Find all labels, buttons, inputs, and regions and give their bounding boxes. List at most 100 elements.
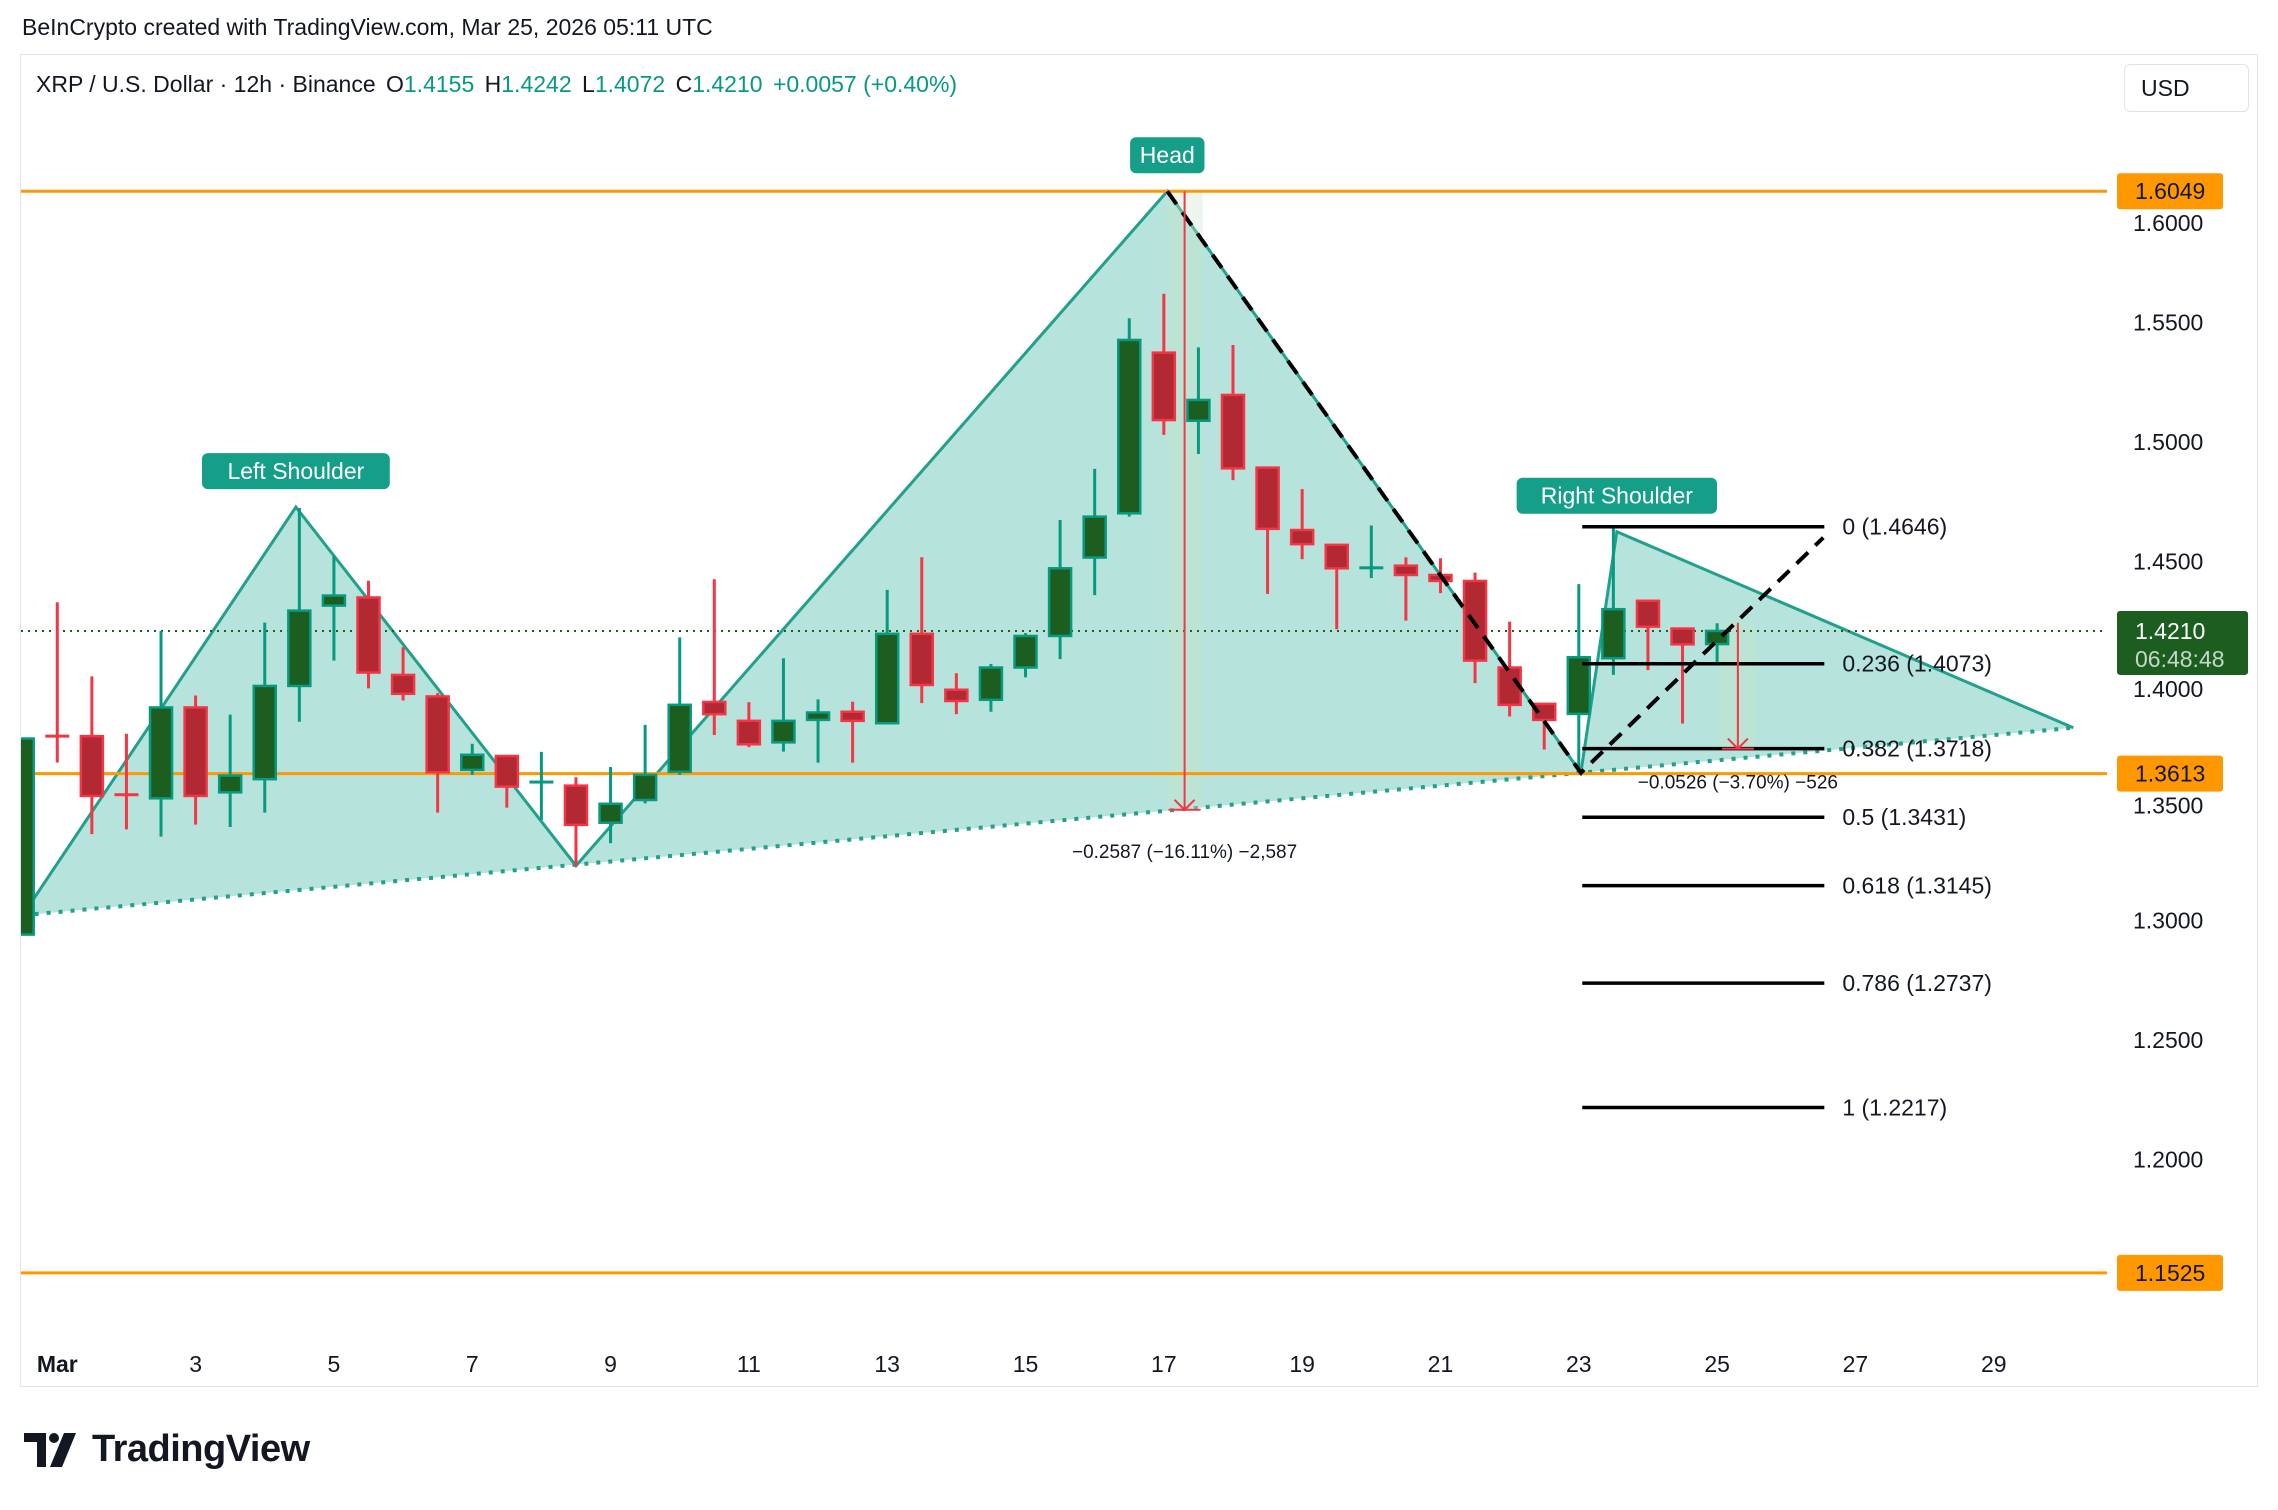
x-axis-tick: 27 [1843, 1351, 1869, 1377]
y-axis-tick: 1.6000 [2133, 210, 2203, 236]
candle-body [1601, 607, 1626, 660]
candle-body [909, 632, 935, 687]
fib-trend-line [1165, 190, 1825, 776]
price-tag-bg [2117, 755, 2223, 792]
candle [1255, 466, 1280, 594]
candle-body [1186, 398, 1211, 423]
plot-area: 0 (1.4646) 0.236 (1.4073) 0.382 (1.3718) 0.… [21, 137, 2107, 1275]
candle-body [1047, 567, 1073, 638]
candle [563, 777, 589, 866]
close-value: 1.4210 [692, 71, 763, 97]
low-value: 1.4072 [594, 71, 666, 97]
candle [1289, 489, 1315, 560]
candle [1359, 525, 1384, 579]
x-axis-tick: 11 [737, 1351, 761, 1377]
candle [944, 673, 969, 715]
chart-credit: BeInCrypto created with TradingView.com,… [22, 14, 713, 40]
candle-body [598, 802, 623, 824]
candle-body [252, 684, 278, 781]
symbol-title: XRP / U.S. Dollar · 12h · Binance [36, 71, 376, 97]
symbol-legend: XRP / U.S. Dollar · 12h · Binance O1.415… [36, 71, 961, 98]
candle-body [1220, 393, 1246, 470]
candle-body [1359, 566, 1384, 570]
candle [1013, 633, 1038, 678]
y-axis-tick: 1.4500 [2133, 549, 2203, 575]
candle [978, 663, 1004, 712]
candle [840, 701, 865, 763]
candle [736, 702, 762, 748]
pattern-label: Head [1130, 137, 1205, 174]
candle [1670, 627, 1695, 724]
candle-body [1013, 634, 1038, 669]
pattern-label-text: Head [1140, 142, 1195, 168]
candle-body [148, 706, 174, 800]
candle [632, 724, 658, 804]
measure-arrowhead-icon [1727, 737, 1749, 750]
candle-body [321, 594, 347, 607]
pattern-label-bg [201, 453, 390, 490]
price-tag-bg [2117, 173, 2223, 210]
candle [1186, 347, 1211, 455]
fib-level-label: 0.618 (1.3145) [1842, 873, 1992, 899]
candle [217, 714, 243, 828]
measure-label: −0.0526 (−3.70%) −526 [1638, 773, 1838, 794]
candle-body [1635, 599, 1661, 628]
price-tag-bg [2117, 1254, 2223, 1291]
x-axis-tick: Mar [37, 1351, 78, 1377]
fib-level-label: 1 (1.2217) [1842, 1094, 1947, 1120]
candle [148, 630, 174, 837]
candle-body [1289, 528, 1315, 546]
candle [1497, 621, 1522, 717]
x-axis-tick: 17 [1151, 1351, 1177, 1377]
candle [114, 733, 139, 830]
candle-body [217, 774, 243, 794]
candle [79, 676, 105, 835]
change-value: +0.0057 (+0.40%) [772, 71, 958, 97]
x-axis-tick: 7 [466, 1351, 479, 1377]
candle [771, 658, 796, 752]
candle-body [425, 695, 450, 774]
candle [1151, 293, 1177, 435]
open-label: O [386, 71, 404, 97]
tradingview-logo-icon [24, 1432, 76, 1467]
candle-body [736, 719, 762, 746]
tradingview-logo-text: TradingView [92, 1428, 310, 1470]
candle-body [114, 793, 139, 797]
tradingview-logo[interactable]: TradingView [24, 1428, 310, 1471]
candle-body [874, 632, 900, 725]
candle-body [1082, 515, 1107, 559]
x-axis-tick: 19 [1289, 1351, 1315, 1377]
pattern-label: Left Shoulder [201, 453, 390, 490]
candle [702, 579, 727, 735]
candle [183, 695, 208, 825]
candle-body [978, 666, 1004, 702]
candle [529, 751, 554, 820]
candle [874, 589, 900, 725]
candle [425, 693, 450, 813]
candle-body [287, 609, 312, 688]
pattern-label-text: Left Shoulder [227, 458, 364, 484]
candle-body [459, 753, 485, 772]
candle [909, 557, 935, 704]
candle-body [21, 737, 35, 936]
candle [494, 754, 520, 808]
close-label: C [675, 71, 693, 97]
low-label: L [582, 71, 595, 97]
candle [805, 699, 831, 763]
x-axis-tick: 15 [1013, 1351, 1039, 1377]
candle-body [944, 688, 969, 703]
x-axis-tick: 3 [189, 1351, 202, 1377]
bar-countdown-label: 06:48:48 [2135, 646, 2225, 672]
candle-body [356, 596, 381, 674]
candle [667, 637, 692, 775]
currency-button[interactable]: USD [2124, 64, 2249, 112]
candle [21, 737, 35, 936]
pattern-label-bg [1130, 137, 1205, 174]
candle [1531, 702, 1557, 750]
candle-body [183, 706, 208, 798]
candle [1220, 344, 1246, 481]
candle-body [1324, 543, 1349, 570]
measure-label: −0.2587 (−16.11%) −2,587 [1072, 842, 1297, 863]
y-axis-tick: 1.5000 [2133, 429, 2203, 455]
